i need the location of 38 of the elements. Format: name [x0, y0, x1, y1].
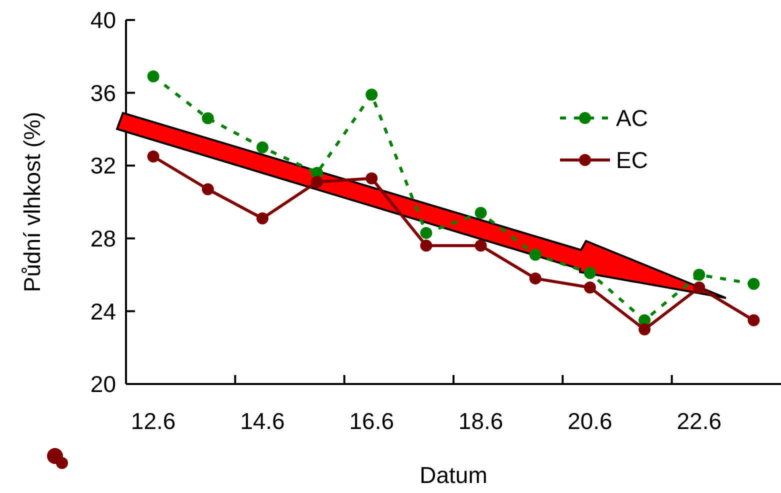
point [693, 268, 706, 281]
point [693, 282, 706, 294]
point [529, 272, 542, 284]
point [584, 282, 596, 294]
x-tick-label: 12.6 [130, 408, 176, 434]
point [474, 240, 487, 252]
point [748, 278, 760, 290]
x-tick-label: 16.6 [349, 408, 394, 434]
y-tick-label: 36 [90, 80, 116, 106]
y-tick-label: 32 [90, 152, 116, 179]
x-axis-title: Datum [420, 462, 488, 488]
y-tick-label: 24 [90, 298, 116, 324]
point [529, 248, 542, 261]
point [256, 141, 268, 154]
legend-label: EC [616, 147, 648, 174]
point [420, 240, 432, 252]
x-tick-label: 14.6 [240, 408, 285, 434]
point [474, 206, 487, 219]
point [638, 323, 651, 336]
point [202, 112, 214, 124]
x-tick-label: 20.6 [568, 408, 612, 434]
point [256, 212, 268, 224]
point [420, 226, 432, 239]
point [147, 150, 160, 162]
point [366, 88, 378, 101]
y-tick-label: 40 [90, 7, 116, 34]
point [311, 176, 324, 188]
legend-label: AC [616, 105, 648, 132]
y-axis-title: Půdní vlhkost (%) [19, 112, 45, 292]
y-tick-label: 20 [90, 371, 116, 398]
y-tick-label: 28 [90, 225, 116, 252]
point [147, 70, 160, 82]
x-tick-label: 22.6 [676, 408, 722, 434]
point [584, 266, 596, 279]
point [366, 172, 378, 184]
x-tick-label: 18.6 [458, 408, 504, 434]
point [748, 314, 760, 326]
point [202, 183, 214, 196]
